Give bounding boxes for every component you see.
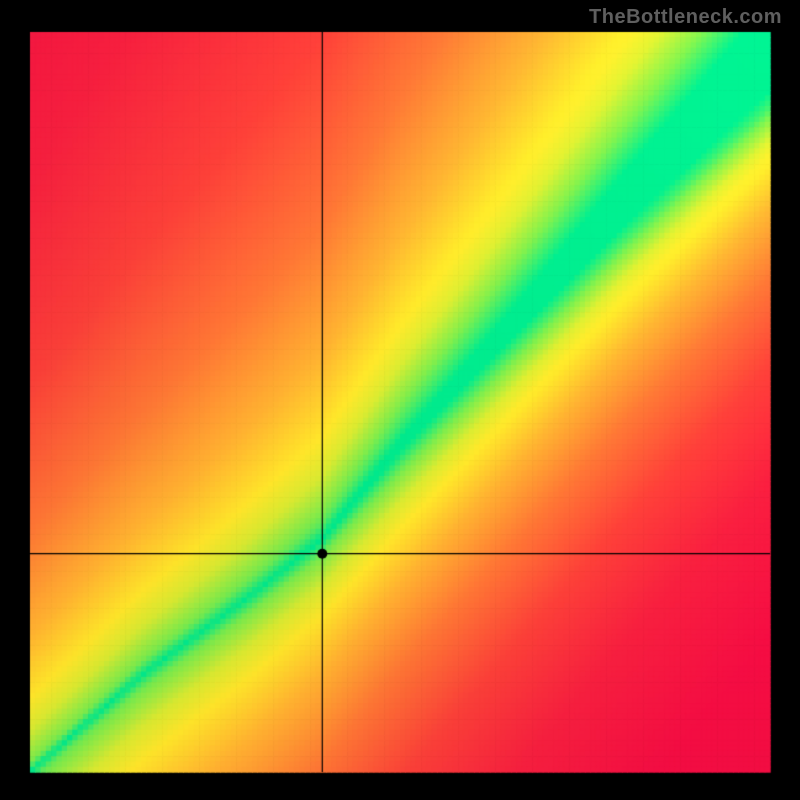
watermark-label: TheBottleneck.com — [589, 6, 782, 29]
bottleneck-heatmap-canvas — [0, 0, 800, 800]
